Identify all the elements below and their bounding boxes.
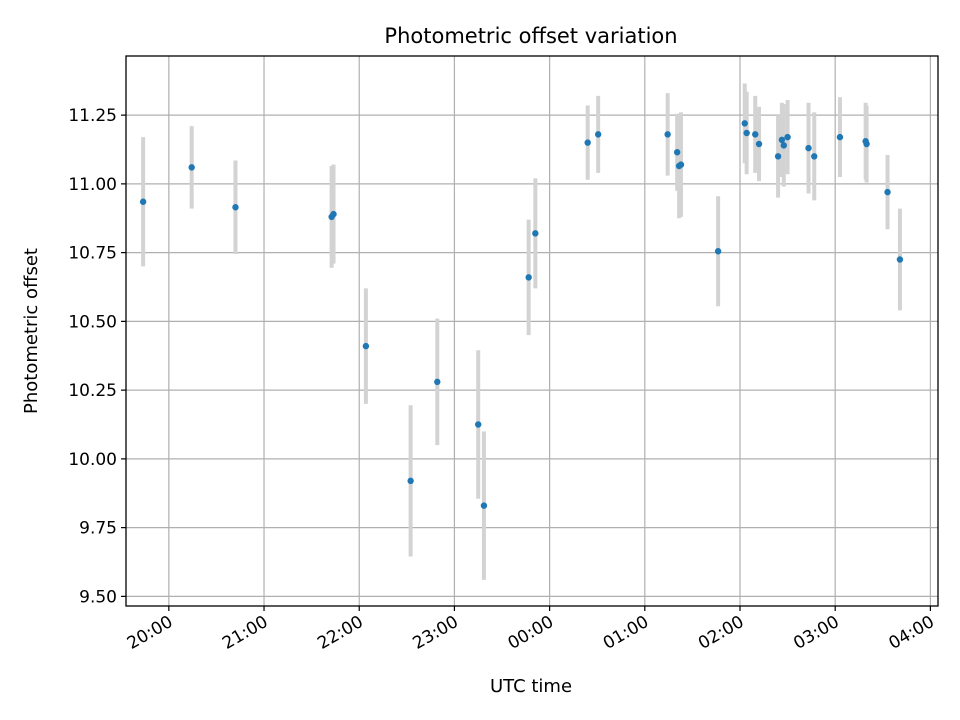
y-tick-label: 11.00 — [68, 175, 117, 195]
y-tick-label: 10.25 — [68, 381, 117, 401]
data-point — [778, 136, 786, 144]
data-point — [714, 248, 722, 255]
data-point — [139, 198, 147, 205]
data-point — [475, 421, 482, 428]
data-point — [673, 149, 681, 156]
grid — [126, 56, 938, 606]
data-point — [836, 133, 844, 141]
data-point — [811, 153, 818, 160]
data-point — [594, 131, 602, 138]
plot-area-frame — [125, 55, 939, 607]
y-axis-ticks: 9.50 9.75 10.00 10.25 10.50 10.75 11.00 11.25 — [68, 106, 126, 607]
data-point — [407, 477, 414, 485]
data-point — [896, 256, 904, 263]
data-point — [188, 164, 195, 171]
data-point — [232, 204, 239, 211]
y-tick-label: 9.50 — [79, 587, 117, 607]
x-axis-title: UTC time — [490, 676, 572, 697]
y-tick-label: 10.50 — [68, 312, 117, 332]
data-point — [741, 120, 748, 127]
data-point — [330, 210, 337, 218]
data-point — [677, 161, 685, 168]
data-point — [664, 131, 671, 138]
data-point — [884, 188, 891, 196]
data-point — [480, 502, 488, 509]
data-point — [362, 342, 370, 350]
data-point — [525, 274, 532, 281]
y-tick-label: 9.75 — [79, 519, 117, 539]
data-points — [139, 120, 904, 509]
data-point — [755, 140, 763, 148]
data-point — [805, 144, 812, 152]
data-point — [780, 142, 787, 149]
y-tick-label: 11.25 — [68, 106, 117, 126]
y-tick-label: 10.00 — [68, 450, 117, 470]
chart-title: Photometric offset variation — [384, 24, 677, 48]
data-point — [743, 129, 750, 137]
data-point — [784, 133, 791, 141]
data-point — [752, 131, 759, 138]
data-point — [434, 378, 441, 386]
data-point — [532, 230, 539, 237]
y-axis-title: Photometric offset — [21, 248, 42, 414]
data-point — [863, 140, 870, 148]
data-point — [774, 153, 782, 160]
y-tick-label: 10.75 — [68, 244, 117, 264]
data-point — [584, 139, 591, 146]
